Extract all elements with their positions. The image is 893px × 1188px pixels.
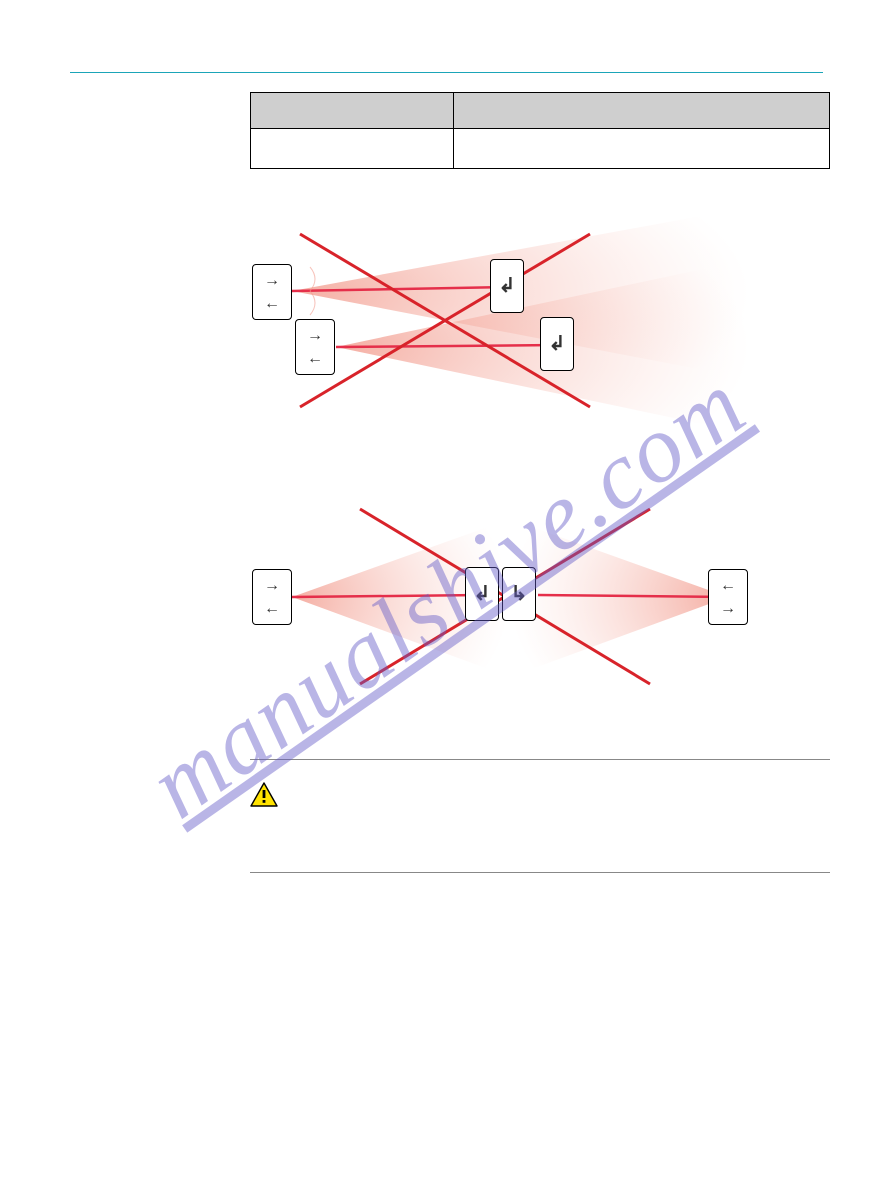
diagram-parallel-interference: → ← ↲ → ← ↲: [250, 199, 830, 439]
sensor-icon: ← →: [708, 569, 748, 625]
sensor-icon: → ←: [252, 264, 292, 320]
arrow-left-icon: ←: [264, 296, 280, 312]
warning-box: [250, 759, 830, 873]
diagram-opposed-interference: → ← ↲ ↲ ← →: [250, 479, 830, 719]
arrow-left-icon: ←: [264, 601, 280, 617]
reflector-icon: ↲: [502, 567, 536, 621]
arrow-right-icon: →: [720, 601, 736, 617]
top-rule: [70, 72, 823, 73]
table-header-row: [251, 93, 830, 129]
arrow-right-icon: →: [264, 578, 280, 594]
return-arrow-icon: ↲: [511, 588, 528, 600]
warning-icon: [250, 782, 278, 856]
arrow-right-icon: →: [307, 328, 323, 344]
warning-row: [250, 782, 830, 856]
spec-table: [250, 92, 830, 169]
arrow-left-icon: ←: [720, 578, 736, 594]
table-cell: [453, 129, 829, 169]
return-arrow-icon: ↲: [549, 338, 566, 350]
warning-text: [292, 782, 830, 856]
table-row: [251, 129, 830, 169]
table-header-cell: [453, 93, 829, 129]
reflector-icon: ↲: [540, 317, 574, 371]
table-header-cell: [251, 93, 454, 129]
reflector-icon: ↲: [465, 567, 499, 621]
reflector-icon: ↲: [490, 259, 524, 313]
return-arrow-icon: ↲: [499, 280, 516, 292]
table-cell: [251, 129, 454, 169]
return-arrow-icon: ↲: [474, 588, 491, 600]
sensor-icon: → ←: [252, 569, 292, 625]
main-content: → ← ↲ → ← ↲: [250, 92, 830, 873]
arrow-left-icon: ←: [307, 351, 323, 367]
arrow-right-icon: →: [264, 273, 280, 289]
sensor-icon: → ←: [295, 319, 335, 375]
